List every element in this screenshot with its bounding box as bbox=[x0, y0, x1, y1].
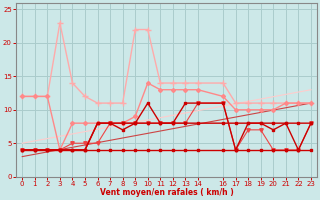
X-axis label: Vent moyen/en rafales ( km/h ): Vent moyen/en rafales ( km/h ) bbox=[100, 188, 234, 197]
